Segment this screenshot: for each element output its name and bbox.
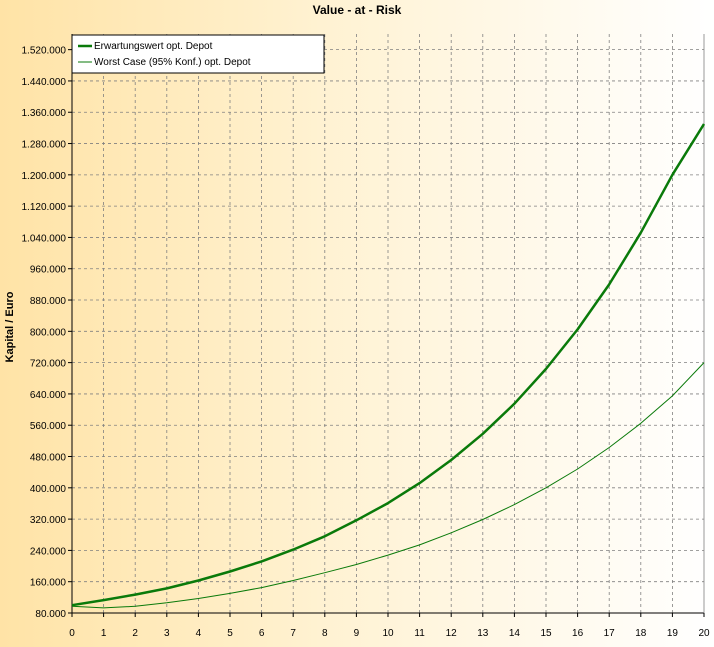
y-tick-label: 1.280.000 bbox=[22, 140, 67, 151]
series-line-worst-case bbox=[71, 362, 705, 609]
y-tick-label: 400.000 bbox=[30, 484, 67, 495]
y-tick-label: 1.200.000 bbox=[22, 171, 67, 182]
grid bbox=[72, 34, 704, 614]
y-tick-label: 160.000 bbox=[30, 578, 67, 589]
y-tick-label: 80.000 bbox=[35, 609, 66, 620]
x-tick-label: 2 bbox=[132, 628, 138, 639]
x-tick-label: 19 bbox=[667, 628, 679, 639]
axes: 0 1 2 3 4 5 6 7 8 9 10 11 12 13 14 15 16 17 18 19 2080.00016… bbox=[22, 34, 710, 639]
y-axis-label: Kapital / Euro bbox=[4, 291, 16, 362]
x-tick-label: 16 bbox=[572, 628, 584, 639]
legend: Erwartungswert opt. Depot Worst Case (95… bbox=[71, 34, 325, 74]
y-tick-label: 880.000 bbox=[30, 296, 67, 307]
x-tick-label: 18 bbox=[635, 628, 647, 639]
x-tick-label: 15 bbox=[540, 628, 552, 639]
y-tick-label: 640.000 bbox=[30, 390, 67, 401]
legend-box bbox=[71, 34, 325, 74]
x-tick-label: 13 bbox=[477, 628, 489, 639]
x-tick-label: 14 bbox=[509, 628, 521, 639]
y-tick-label: 1.440.000 bbox=[22, 77, 67, 88]
x-tick-label: 20 bbox=[698, 628, 710, 639]
x-tick-label: 1 bbox=[101, 628, 107, 639]
y-tick-label: 480.000 bbox=[30, 453, 67, 464]
y-tick-label: 1.360.000 bbox=[22, 108, 67, 119]
series-lines bbox=[71, 123, 706, 609]
y-tick-label: 720.000 bbox=[30, 359, 67, 370]
x-tick-label: 0 bbox=[69, 628, 75, 639]
x-tick-label: 6 bbox=[259, 628, 265, 639]
y-tick-label: 320.000 bbox=[30, 515, 67, 526]
legend-label-erwartungswert: Erwartungswert opt. Depot bbox=[94, 41, 213, 52]
y-tick-label: 960.000 bbox=[30, 265, 67, 276]
y-tick-label: 800.000 bbox=[30, 327, 67, 338]
x-tick-label: 5 bbox=[227, 628, 233, 639]
y-tick-label: 1.120.000 bbox=[22, 202, 67, 213]
chart-title: Value - at - Risk bbox=[313, 3, 402, 17]
x-tick-label: 9 bbox=[354, 628, 360, 639]
y-tick-label: 240.000 bbox=[30, 546, 67, 557]
series-line-erwartungswert bbox=[71, 123, 706, 607]
x-tick-label: 4 bbox=[196, 628, 202, 639]
x-tick-label: 7 bbox=[290, 628, 296, 639]
legend-label-worst-case: Worst Case (95% Konf.) opt. Depot bbox=[94, 57, 251, 68]
x-tick-label: 17 bbox=[604, 628, 616, 639]
y-tick-label: 1.520.000 bbox=[22, 46, 67, 57]
x-tick-label: 12 bbox=[446, 628, 458, 639]
x-tick-label: 11 bbox=[414, 628, 425, 639]
x-tick-label: 10 bbox=[382, 628, 394, 639]
y-tick-label: 560.000 bbox=[30, 421, 67, 432]
y-tick-label: 1.040.000 bbox=[22, 233, 67, 244]
x-tick-label: 8 bbox=[322, 628, 328, 639]
x-tick-label: 3 bbox=[164, 628, 170, 639]
